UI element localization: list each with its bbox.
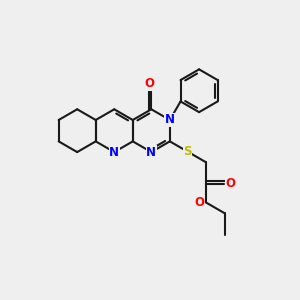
Text: N: N: [109, 146, 119, 159]
Text: O: O: [194, 196, 204, 209]
Text: S: S: [183, 145, 192, 158]
Text: N: N: [146, 146, 156, 159]
Text: O: O: [225, 177, 235, 190]
Text: N: N: [165, 113, 175, 127]
Text: O: O: [145, 77, 155, 90]
